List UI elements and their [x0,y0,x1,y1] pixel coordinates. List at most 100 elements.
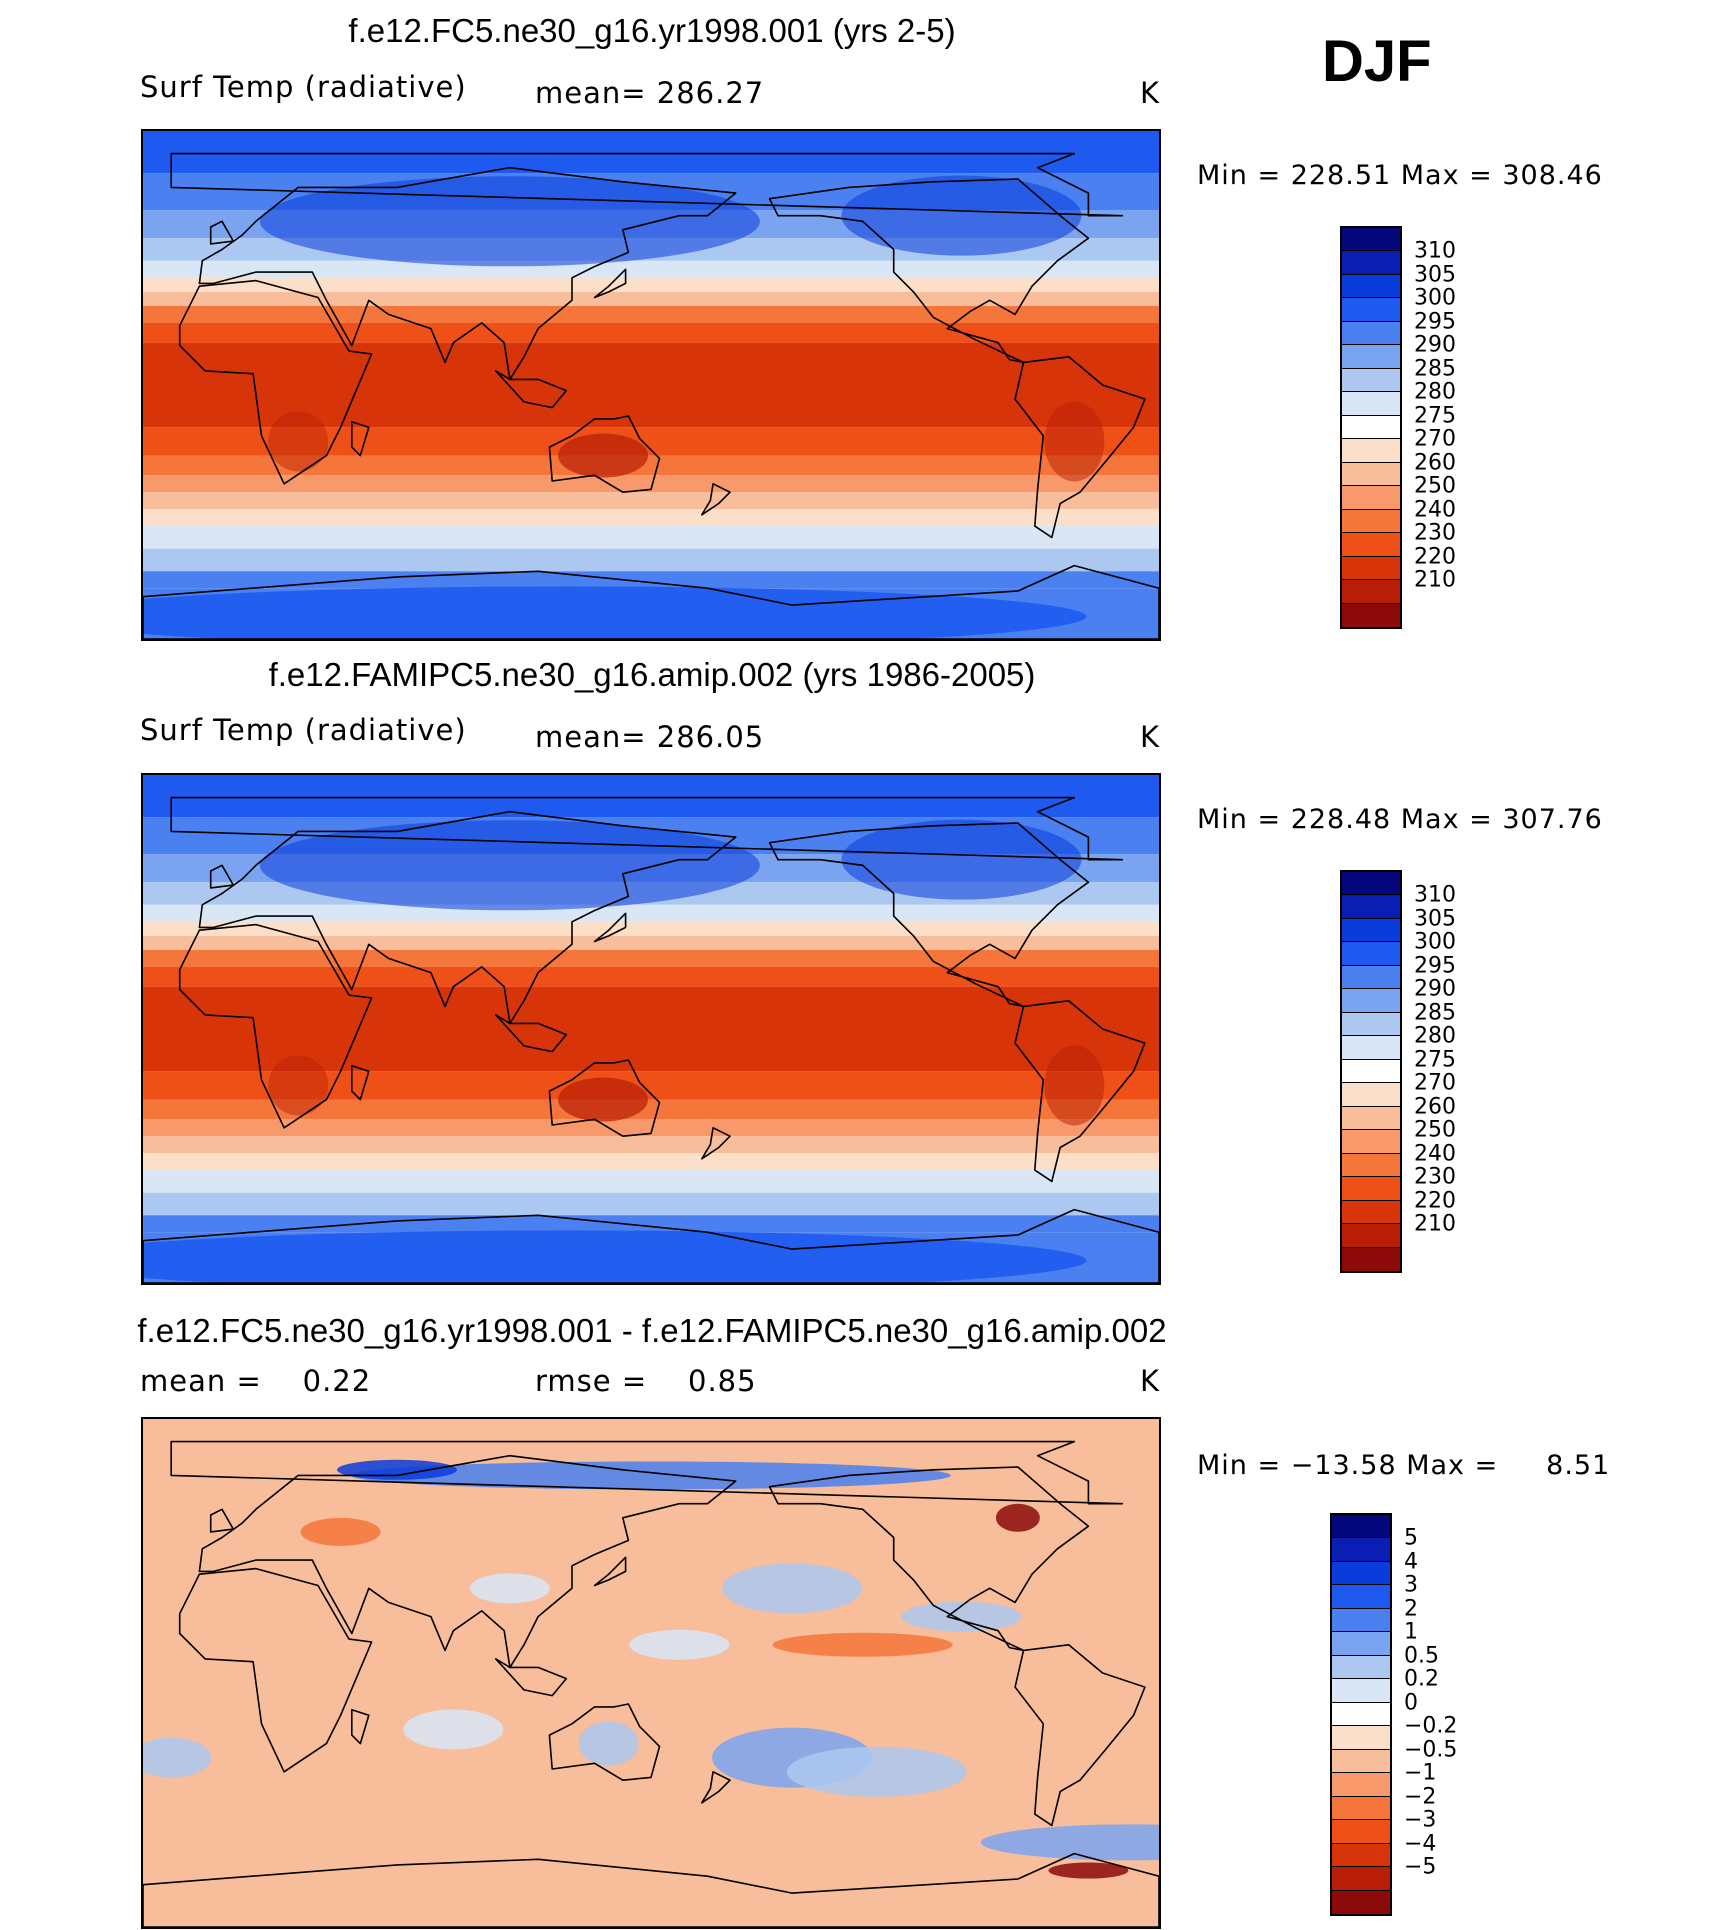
colorbar-swatch [1342,368,1400,393]
colorbar-swatch [1342,439,1400,463]
colorbar-tick-label: 240 [1414,1141,1456,1167]
colorbar-tick-label: 250 [1414,473,1456,499]
panel-2-map [141,773,1161,1285]
colorbar-tick-label: 0 [1404,1690,1418,1716]
colorbar-swatch [1342,509,1400,534]
colorbar-swatch [1342,1153,1400,1178]
colorbar-tick-label: 4 [1404,1549,1418,1575]
colorbar-tick-label: 305 [1414,262,1456,288]
colorbar-swatch [1332,1749,1390,1774]
panel-3-colorbar [1330,1513,1392,1916]
colorbar-swatch [1342,345,1400,369]
colorbar-tick-label: 310 [1414,882,1456,908]
colorbar-tick-label: −3 [1404,1807,1437,1833]
colorbar-tick-label: −2 [1404,1784,1437,1810]
colorbar-swatch [1342,392,1400,416]
colorbar-tick-label: −0.5 [1404,1737,1458,1763]
colorbar-tick-label: −0.2 [1404,1713,1458,1739]
colorbar-tick-label: 210 [1414,1211,1456,1237]
panel-2-mean: mean= 286.05 [535,720,765,754]
colorbar-swatch [1342,942,1400,966]
colorbar-swatch [1332,1843,1390,1868]
panel-1-map [141,129,1161,641]
colorbar-swatch [1342,580,1400,604]
panel-3-mean: mean = 0.22 [140,1364,372,1398]
colorbar-tick-label: 280 [1414,379,1456,405]
panel-1-units: K [1140,76,1161,110]
panel-1-variable: Surf Temp (radiative) [140,70,467,104]
colorbar-tick-label: −4 [1404,1831,1437,1857]
colorbar-tick-label: 310 [1414,238,1456,264]
colorbar-swatch [1332,1561,1390,1586]
colorbar-tick-label: 220 [1414,1188,1456,1214]
colorbar-swatch [1342,1012,1400,1037]
colorbar-swatch [1342,918,1400,943]
colorbar-swatch [1342,228,1400,252]
colorbar-tick-label: 270 [1414,426,1456,452]
map-field [143,131,1159,639]
colorbar-tick-label: 280 [1414,1023,1456,1049]
colorbar-swatch [1342,462,1400,487]
colorbar-tick-label: 5 [1404,1525,1418,1551]
panel-2-title: f.e12.FAMIPC5.ne30_g16.amip.002 (yrs 198… [268,656,1036,693]
colorbar-swatch [1342,1247,1400,1271]
colorbar-tick-label: 220 [1414,544,1456,570]
colorbar-tick-label: 210 [1414,567,1456,593]
colorbar-swatch [1342,1200,1400,1225]
colorbar-swatch [1342,872,1400,896]
colorbar-swatch [1342,274,1400,299]
colorbar-swatch [1332,1655,1390,1680]
colorbar-swatch [1342,1130,1400,1154]
panel-1-title: f.e12.FC5.ne30_g16.yr1998.001 (yrs 2-5) [348,12,956,49]
colorbar-swatch [1332,1890,1390,1914]
panel-1-minmax: Min = 228.51 Max = 308.46 [1197,160,1603,191]
colorbar-tick-label: 290 [1414,976,1456,1002]
colorbar-swatch [1342,1177,1400,1201]
colorbar-swatch [1332,1796,1390,1821]
colorbar-swatch [1342,556,1400,581]
colorbar-tick-label: 275 [1414,403,1456,429]
colorbar-swatch [1332,1867,1390,1891]
colorbar-tick-label: 230 [1414,1164,1456,1190]
colorbar-swatch [1342,486,1400,510]
colorbar-tick-label: 295 [1414,953,1456,979]
colorbar-swatch [1332,1608,1390,1633]
colorbar-tick-label: 290 [1414,332,1456,358]
colorbar-swatch [1332,1726,1390,1750]
colorbar-swatch [1342,415,1400,440]
panel-3-title: f.e12.FC5.ne30_g16.yr1998.001 - f.e12.FA… [137,1312,1167,1349]
colorbar-swatch [1342,1106,1400,1131]
colorbar-tick-label: 0.5 [1404,1643,1439,1669]
colorbar-swatch [1342,895,1400,919]
colorbar-tick-label: 2 [1404,1596,1418,1622]
colorbar-tick-label: 275 [1414,1047,1456,1073]
panel-3-rmse: rmse = 0.85 [535,1364,757,1398]
map-field [143,775,1159,1283]
colorbar-swatch [1332,1632,1390,1656]
colorbar-tick-label: 305 [1414,906,1456,932]
colorbar-tick-label: 0.2 [1404,1666,1439,1692]
panel-2-units: K [1140,720,1161,754]
colorbar-tick-label: 1 [1404,1619,1418,1645]
colorbar-swatch [1342,533,1400,557]
colorbar-swatch [1342,1036,1400,1060]
season-label: DJF [1322,29,1432,94]
colorbar-tick-label: 3 [1404,1572,1418,1598]
colorbar-swatch [1332,1679,1390,1703]
colorbar-tick-label: 270 [1414,1070,1456,1096]
colorbar-tick-label: 260 [1414,1094,1456,1120]
panel-1-colorbar [1340,226,1402,629]
colorbar-swatch [1332,1773,1390,1797]
colorbar-tick-label: 300 [1414,929,1456,955]
panel-2-minmax: Min = 228.48 Max = 307.76 [1197,804,1603,835]
colorbar-swatch [1332,1515,1390,1539]
colorbar-tick-label: 295 [1414,309,1456,335]
colorbar-swatch [1332,1585,1390,1609]
panel-2-variable: Surf Temp (radiative) [140,713,467,747]
colorbar-tick-label: 230 [1414,520,1456,546]
colorbar-tick-label: 285 [1414,1000,1456,1026]
colorbar-swatch [1342,603,1400,627]
colorbar-swatch [1342,989,1400,1013]
colorbar-tick-label: 260 [1414,450,1456,476]
colorbar-swatch [1342,965,1400,990]
